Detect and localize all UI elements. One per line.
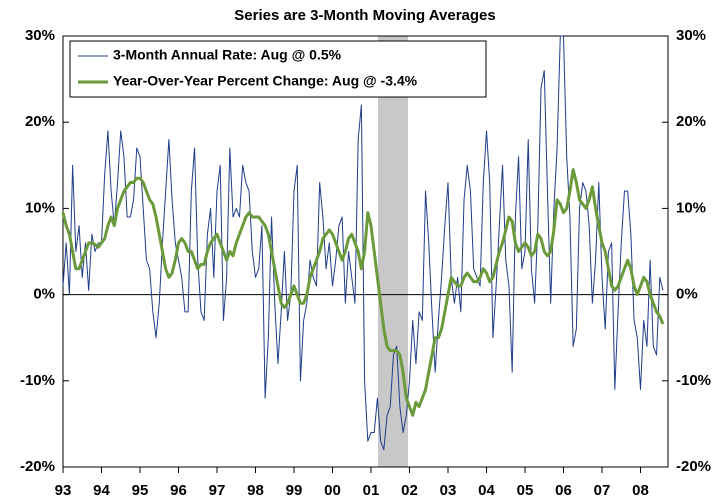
x-tick-label: 03 [440, 482, 457, 499]
legend-label: 3-Month Annual Rate: Aug @ 0.5% [113, 47, 342, 63]
legend-label: Year-Over-Year Percent Change: Aug @ -3.… [113, 73, 418, 89]
series-line [62, 35, 664, 451]
x-tick-label: 95 [132, 482, 149, 499]
y2-tick-label: -10% [676, 372, 711, 389]
series-line [61, 168, 665, 417]
x-tick-label: 00 [324, 482, 341, 499]
x-tick-label: 02 [401, 482, 418, 499]
y-tick-label: -20% [20, 458, 55, 475]
y-tick-label: 10% [25, 199, 55, 216]
x-tick-label: 99 [286, 482, 303, 499]
x-tick-label: 93 [55, 482, 72, 499]
chart-title: Series are 3-Month Moving Averages [234, 7, 495, 24]
x-tick-label: 05 [517, 482, 534, 499]
x-tick-label: 97 [209, 482, 226, 499]
x-tick-label: 01 [363, 482, 380, 499]
plot-frame [62, 35, 669, 468]
x-tick-label: 07 [594, 482, 611, 499]
y2-tick-label: 10% [676, 199, 706, 216]
y-tick-label: -10% [20, 372, 55, 389]
x-tick-label: 04 [478, 482, 495, 499]
x-tick-label: 96 [170, 482, 187, 499]
y-tick-label: 20% [25, 113, 55, 130]
y2-tick-label: 20% [676, 113, 706, 130]
y2-tick-label: -20% [676, 458, 711, 475]
x-tick-label: 94 [93, 482, 110, 499]
x-tick-label: 98 [247, 482, 264, 499]
recession-shade [378, 36, 408, 467]
y-tick-label: 30% [25, 27, 55, 44]
y-tick-label: 0% [33, 286, 55, 303]
legend-box [69, 40, 487, 98]
y2-tick-label: 30% [676, 27, 706, 44]
x-tick-label: 08 [632, 482, 649, 499]
y2-tick-label: 0% [676, 286, 698, 303]
x-tick-label: 06 [555, 482, 572, 499]
